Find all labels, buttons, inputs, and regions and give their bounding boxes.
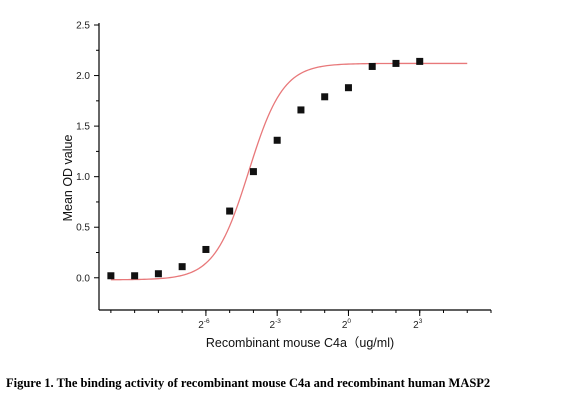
x-tick-label: 20 [342, 318, 352, 331]
data-point [321, 93, 329, 101]
data-point [107, 272, 115, 280]
fit-curve-layer [110, 62, 468, 281]
data-point [226, 207, 234, 215]
data-point [249, 168, 257, 176]
data-point [392, 59, 400, 67]
data-point [368, 62, 376, 70]
y-tick-label: 1.0 [76, 172, 90, 183]
y-axis-title: Mean OD value [61, 135, 75, 222]
data-point [202, 245, 210, 253]
y-tick-label: 0.0 [76, 273, 90, 284]
x-tick-label: 2-6 [198, 318, 210, 331]
data-point [273, 136, 281, 144]
y-tick-label: 0.5 [76, 223, 90, 234]
data-point [297, 106, 305, 114]
fit-curve [110, 62, 468, 281]
chart-axes: 0.0 0.5 1.0 1.5 2.0 2.5 2-6 2-3 20 23 [76, 21, 492, 331]
data-points-layer [107, 57, 424, 280]
y-tick-label: 1.5 [76, 122, 90, 133]
figure-caption: Figure 1. The binding activity of recomb… [6, 376, 491, 390]
y-tick-label: 2.0 [76, 71, 90, 82]
data-point [416, 57, 424, 65]
data-point [178, 263, 186, 271]
data-point [131, 272, 139, 280]
data-point [154, 270, 162, 278]
y-tick-label: 2.5 [76, 21, 90, 32]
x-tick-label: 23 [413, 318, 423, 331]
data-point [344, 84, 352, 92]
x-tick-label: 2-3 [270, 318, 282, 331]
x-axis-title: Recombinant mouse C4a（ug/ml) [206, 336, 394, 350]
